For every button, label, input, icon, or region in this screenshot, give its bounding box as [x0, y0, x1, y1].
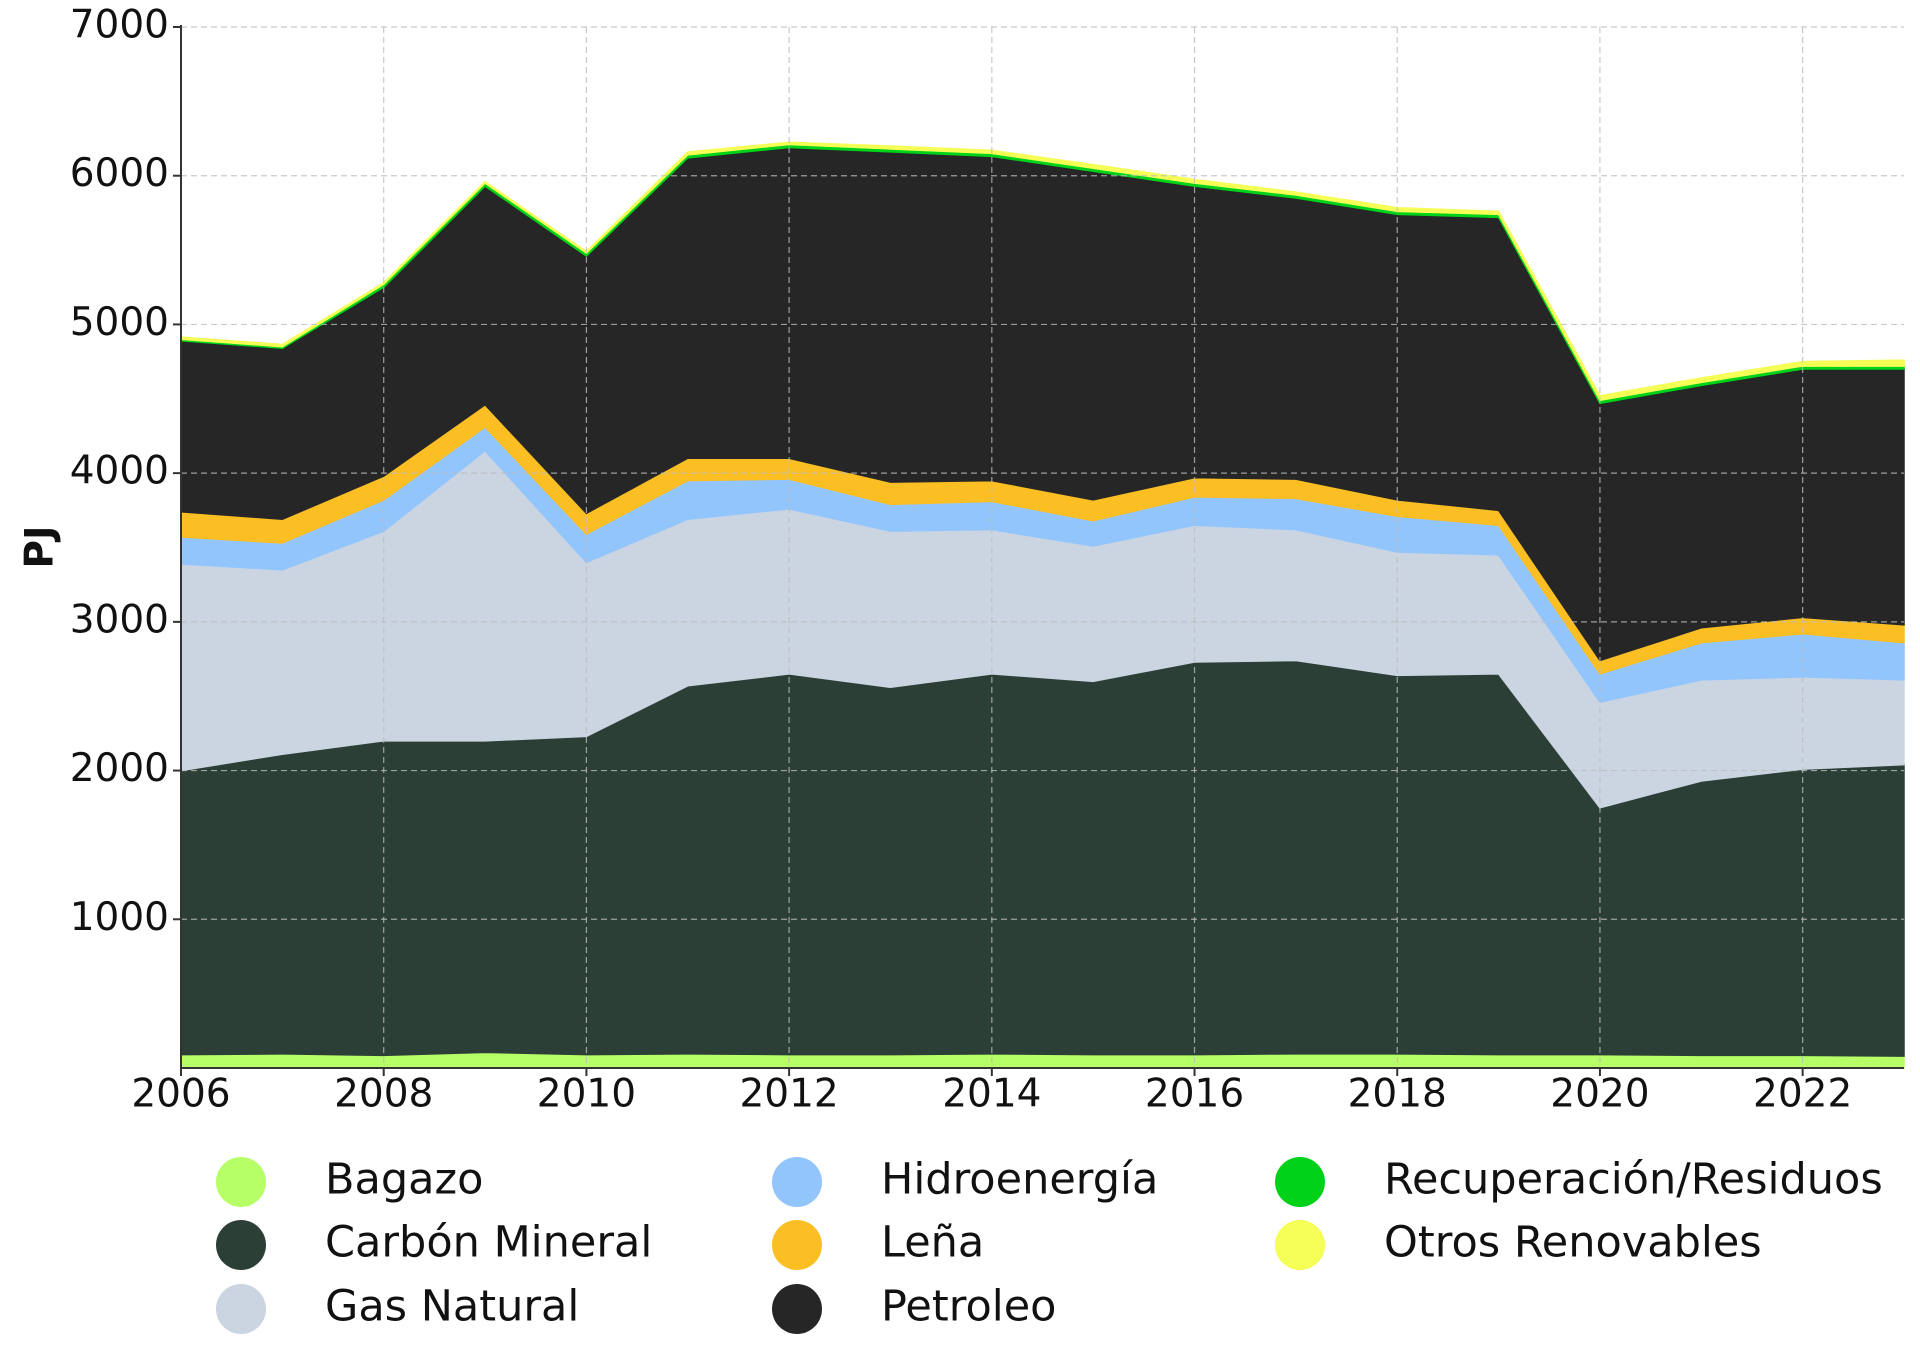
- x-tick-label: 2018: [1348, 1072, 1447, 1117]
- y-tick-label: 2000: [70, 746, 169, 791]
- legend-marker: [216, 1220, 266, 1270]
- y-tick-label: 1000: [70, 895, 169, 940]
- y-tick-label: 4000: [70, 449, 169, 494]
- y-tick-label: 3000: [70, 597, 169, 642]
- x-tick-label: 2020: [1550, 1072, 1649, 1117]
- legend-marker: [216, 1284, 266, 1334]
- x-tick-label: 2006: [131, 1072, 230, 1117]
- legend-label: Hidroenergía: [881, 1155, 1158, 1205]
- legend-label: Leña: [881, 1218, 984, 1268]
- x-tick-label: 2014: [942, 1072, 1041, 1117]
- x-tick-label: 2012: [739, 1072, 838, 1117]
- y-axis-label: PJ: [18, 525, 63, 568]
- legend-label: Carbón Mineral: [325, 1218, 652, 1268]
- y-tick-label: 5000: [70, 300, 169, 345]
- legend-marker: [772, 1157, 822, 1207]
- legend-label: Petroleo: [881, 1282, 1056, 1332]
- x-tick-label: 2008: [334, 1072, 433, 1117]
- legend-label: Otros Renovables: [1384, 1218, 1762, 1268]
- x-tick-label: 2016: [1145, 1072, 1244, 1117]
- y-tick-label: 7000: [70, 3, 169, 48]
- legend-marker: [216, 1157, 266, 1207]
- legend-marker: [772, 1284, 822, 1334]
- legend-marker: [772, 1220, 822, 1270]
- legend-marker: [1275, 1157, 1325, 1207]
- legend-label: Bagazo: [325, 1155, 483, 1205]
- x-tick-label: 2022: [1753, 1072, 1852, 1117]
- legend-label: Gas Natural: [325, 1282, 579, 1332]
- y-tick-label: 6000: [70, 151, 169, 196]
- legend-label: Recuperación/Residuos: [1384, 1155, 1883, 1205]
- x-tick-label: 2010: [537, 1072, 636, 1117]
- legend-marker: [1275, 1220, 1325, 1270]
